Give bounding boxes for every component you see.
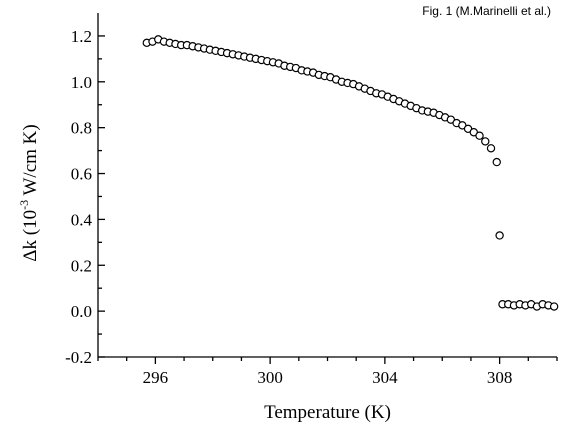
y-title-unit: W/cm K) bbox=[20, 124, 41, 200]
y-title-exponent: -3 bbox=[17, 200, 31, 210]
y-tick-label: 0.4 bbox=[71, 210, 93, 229]
data-point bbox=[475, 131, 484, 140]
x-tick-label: 296 bbox=[143, 368, 169, 387]
y-tick-label: 0.2 bbox=[71, 256, 92, 275]
y-tick-label: 0.8 bbox=[71, 119, 92, 138]
data-point bbox=[495, 231, 504, 240]
figure-caption: Fig. 1 (M.Marinelli et al.) bbox=[422, 4, 551, 18]
data-points bbox=[142, 35, 559, 311]
x-tick-label: 308 bbox=[487, 368, 513, 387]
x-tick-label: 304 bbox=[372, 368, 398, 387]
y-tick-label: 1.2 bbox=[71, 27, 92, 46]
y-tick-label: -0.2 bbox=[65, 348, 92, 367]
y-tick-label: 1.0 bbox=[71, 73, 92, 92]
x-tick-label: 300 bbox=[257, 368, 283, 387]
x-axis-ticks: 296 300 304 308 bbox=[97, 357, 558, 387]
y-tick-label: 0.6 bbox=[71, 165, 92, 184]
y-axis-title: Δk (10-3 W/cm K) bbox=[17, 124, 41, 261]
y-tick-label: 0.0 bbox=[71, 302, 92, 321]
y-axis-ticks: -0.2 0.0 0.2 0.4 0.6 0.8 1.0 1.2 bbox=[65, 27, 105, 367]
x-axis-title: Temperature (K) bbox=[264, 402, 391, 423]
data-point bbox=[486, 144, 496, 153]
data-point bbox=[549, 302, 559, 311]
plot-frame bbox=[97, 13, 557, 358]
data-point bbox=[492, 157, 501, 167]
y-title-base: Δk (10 bbox=[20, 210, 41, 262]
data-point bbox=[481, 137, 490, 146]
